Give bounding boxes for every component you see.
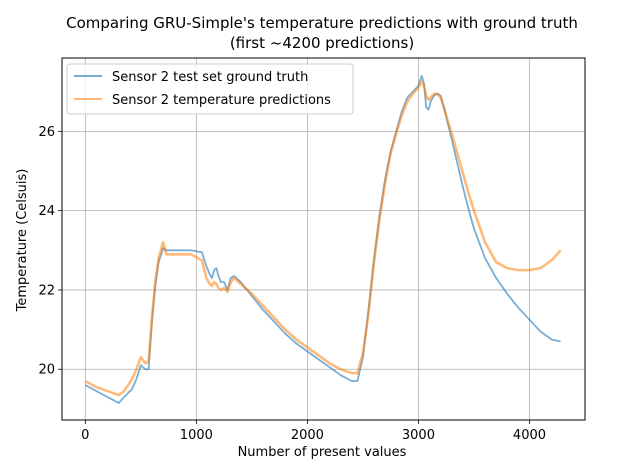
chart-subtitle: (first ~4200 predictions) — [230, 34, 414, 52]
legend-label-predictions: Sensor 2 temperature predictions — [112, 93, 331, 108]
axis-ticks: 0 1000 2000 3000 4000 20 22 24 26 — [38, 125, 546, 443]
y-tick-label: 20 — [38, 363, 55, 378]
plot-frame — [61, 57, 586, 421]
legend-label-ground-truth: Sensor 2 test set ground truth — [112, 70, 308, 85]
grid-lines — [62, 58, 585, 420]
series-line-1 — [84, 80, 562, 397]
x-tick-label: 2000 — [291, 428, 324, 443]
x-tick-label: 0 — [81, 428, 89, 443]
x-tick-label: 1000 — [180, 428, 213, 443]
legend-box — [66, 63, 354, 115]
y-tick-label: 24 — [38, 204, 55, 219]
y-tick-label: 22 — [38, 283, 55, 298]
x-axis-label: Number of present values — [238, 445, 407, 460]
x-tick-label: 4000 — [513, 428, 546, 443]
x-tick-label: 3000 — [402, 428, 435, 443]
legend: Sensor 2 test set ground truth Sensor 2 … — [66, 63, 354, 115]
y-axis-label: Temperature (Celsuis) — [15, 169, 30, 313]
chart-title: Comparing GRU-Simple's temperature predi… — [66, 14, 578, 32]
series-lines — [84, 74, 562, 404]
y-tick-label: 26 — [38, 125, 55, 140]
